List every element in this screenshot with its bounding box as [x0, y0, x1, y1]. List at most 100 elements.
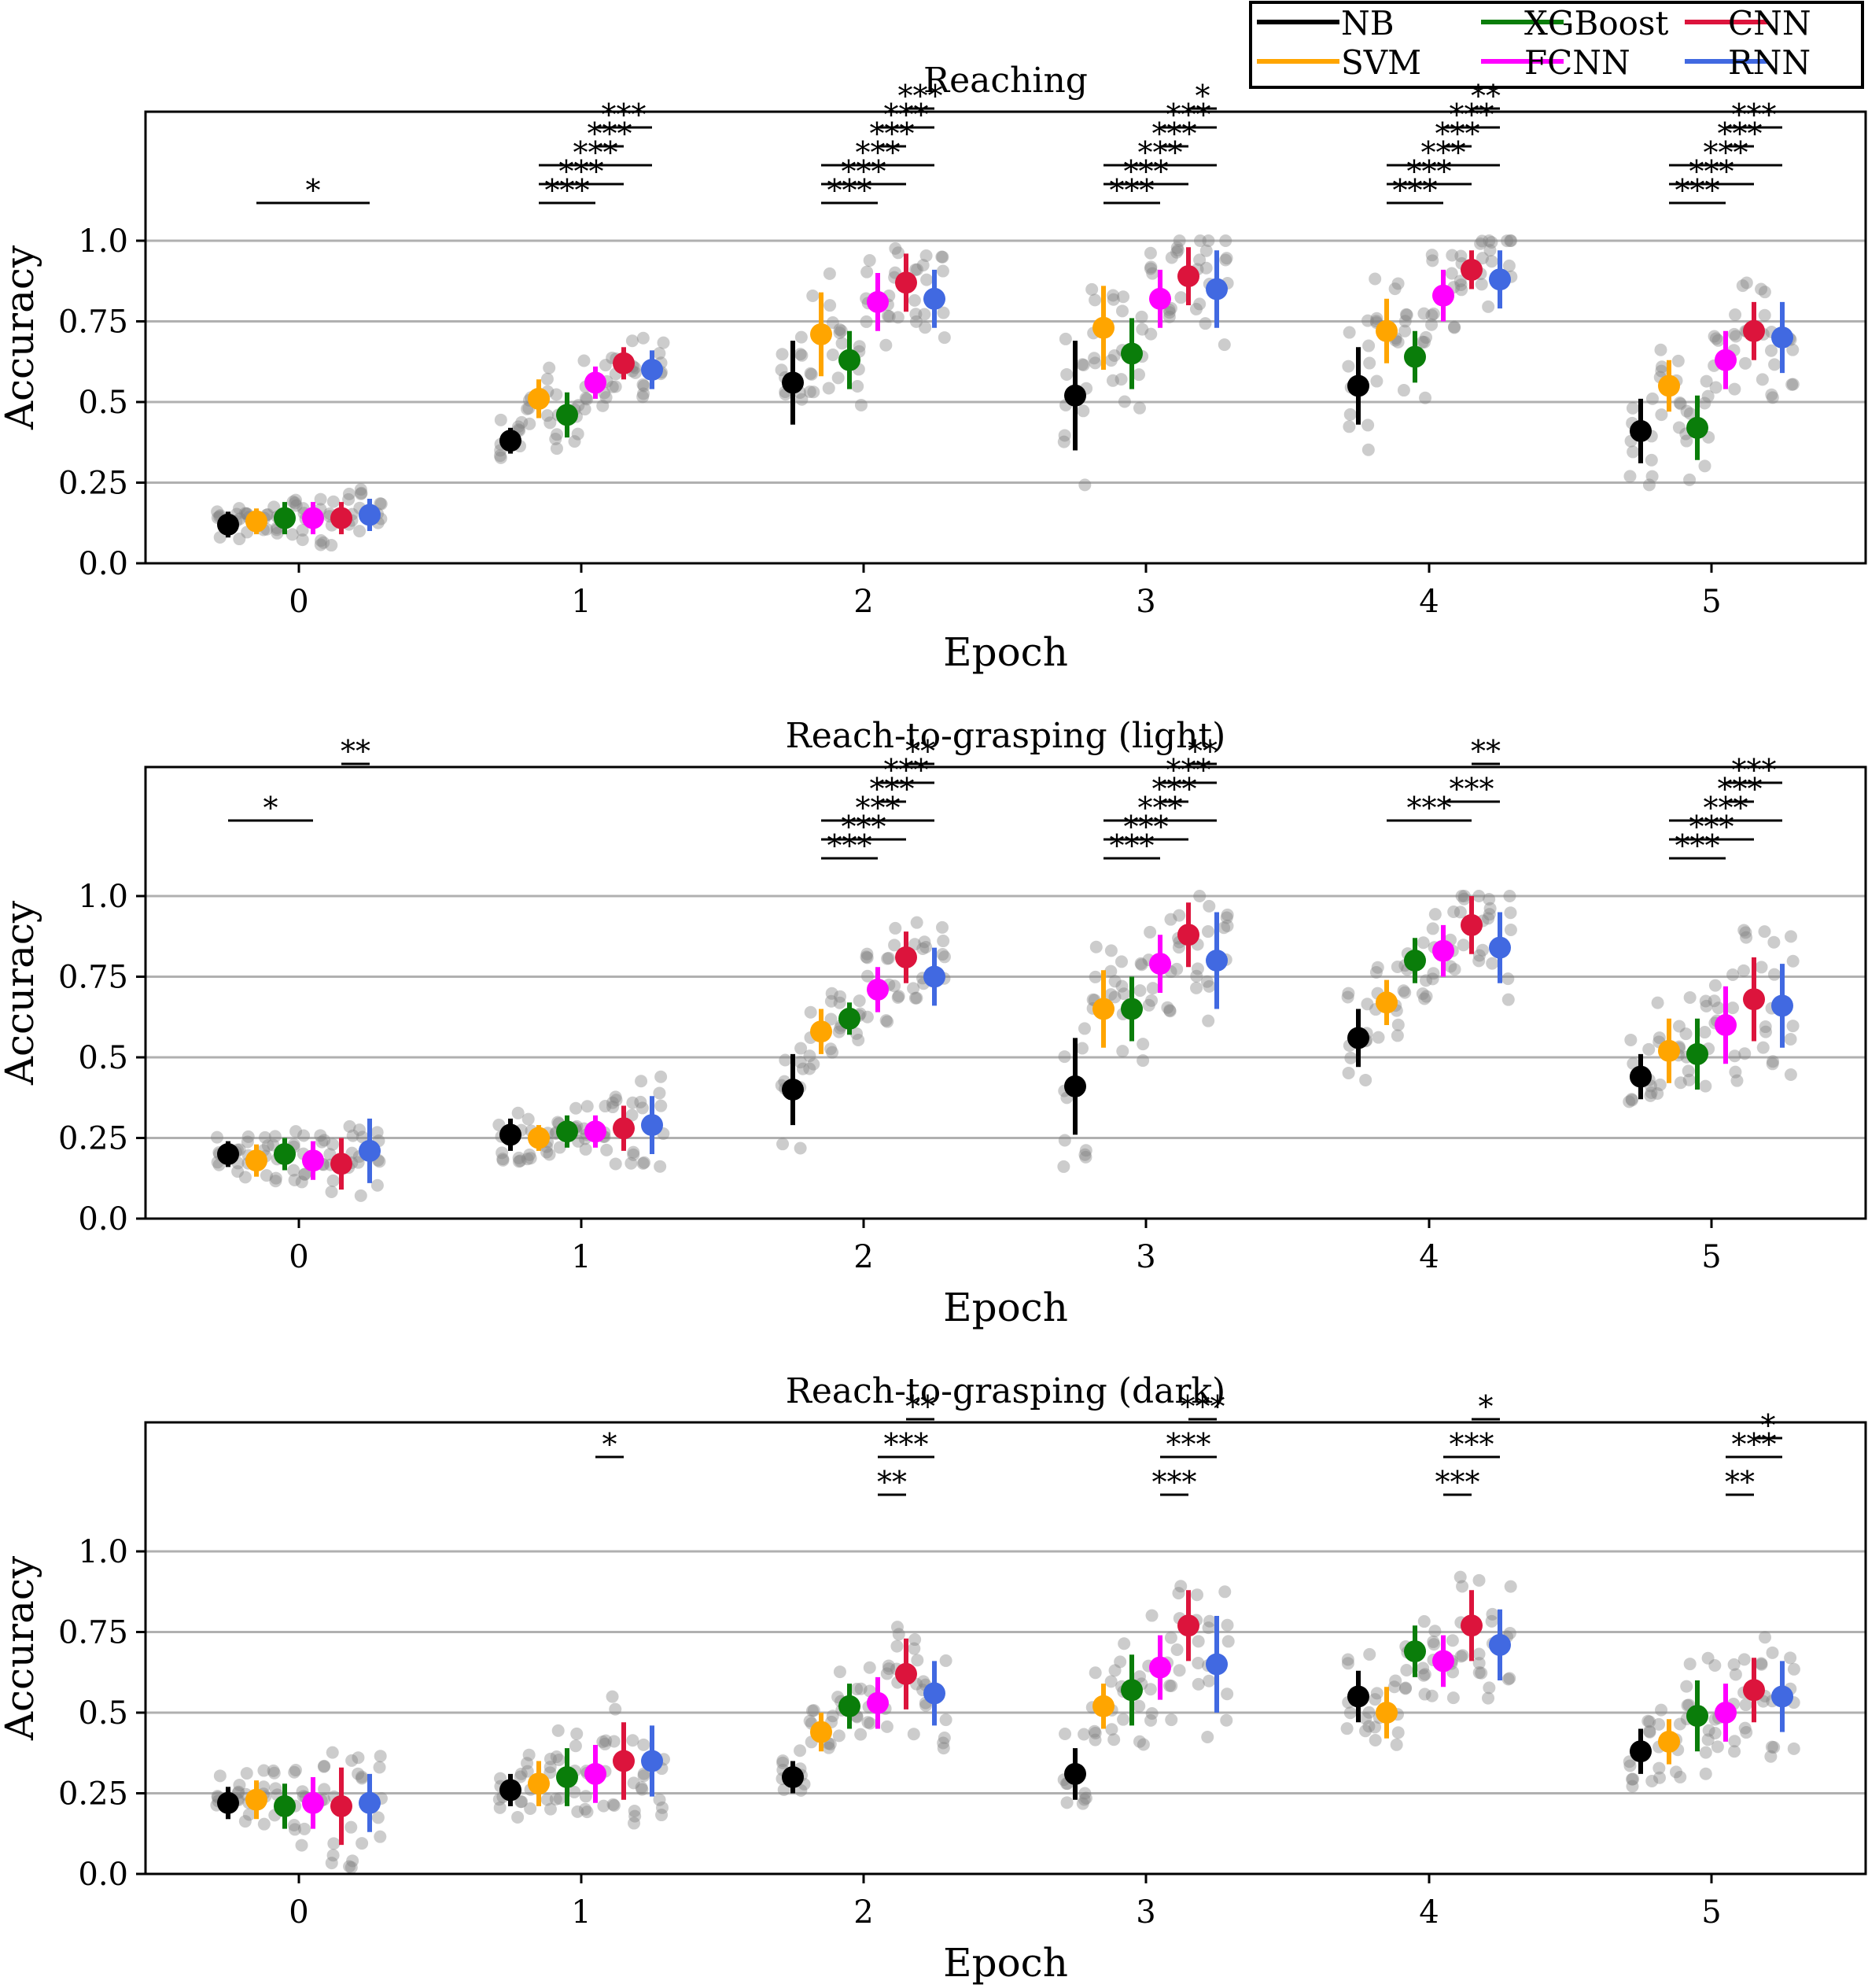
subject-point: [1674, 397, 1687, 411]
subject-point: [494, 1772, 507, 1785]
y-tick-label: 0.25: [58, 466, 128, 502]
subject-point: [1105, 1723, 1118, 1736]
significance-label: ***: [1732, 753, 1777, 787]
mean-point-xgboost: [838, 1007, 860, 1030]
mean-point-fcnn: [1715, 349, 1737, 371]
subject-point: [1398, 1682, 1412, 1695]
subject-point: [1104, 354, 1118, 367]
x-tick-label: 2: [853, 1894, 873, 1931]
subject-point: [1786, 1020, 1800, 1033]
subject-point: [625, 1156, 638, 1170]
subject-point: [861, 1716, 875, 1729]
subject-point: [1755, 961, 1768, 974]
mean-point-fcnn: [867, 290, 889, 313]
subject-point: [1359, 1073, 1372, 1086]
subject-point: [1058, 429, 1071, 442]
subject-point: [653, 1793, 666, 1806]
subject-point: [238, 1815, 252, 1828]
subject-point: [1076, 358, 1089, 371]
subject-point: [653, 347, 666, 360]
subject-point: [850, 1683, 864, 1696]
subject-point: [824, 1012, 838, 1026]
subject-point: [1391, 1029, 1404, 1042]
subject-point: [888, 979, 901, 993]
subject-point: [1417, 307, 1431, 320]
subject-point: [1371, 961, 1384, 974]
subject-point: [374, 1830, 387, 1843]
subject-point: [1428, 1625, 1442, 1638]
subject-point: [1645, 453, 1658, 467]
subject-point: [288, 1173, 301, 1186]
subject-point: [314, 1129, 327, 1142]
subject-point: [909, 308, 923, 321]
x-tick-label: 5: [1701, 584, 1721, 620]
y-tick-label: 0.5: [78, 1695, 128, 1732]
subject-point: [521, 1112, 535, 1126]
subject-point: [600, 1143, 613, 1156]
legend-label-nb: NB: [1341, 4, 1395, 42]
subject-point: [879, 338, 893, 352]
subject-point: [1454, 1650, 1468, 1663]
subject-point: [1419, 330, 1432, 344]
subject-point: [1504, 1580, 1517, 1593]
subject-point: [880, 1720, 893, 1733]
subject-point: [1623, 470, 1637, 483]
subject-point: [515, 415, 529, 429]
mean-point-rnn: [923, 287, 945, 310]
subject-point: [1363, 356, 1376, 370]
subject-point: [511, 1106, 525, 1119]
mean-point-nb: [217, 513, 239, 536]
y-tick-label: 0.25: [58, 1776, 128, 1813]
subject-point: [325, 1857, 338, 1870]
subject-point: [344, 1820, 358, 1834]
subject-point: [937, 1736, 950, 1750]
subject-point: [628, 1804, 641, 1817]
plot-frame: [144, 110, 1867, 565]
subject-point: [1343, 1706, 1357, 1720]
subject-point: [831, 371, 845, 385]
subject-point: [860, 951, 874, 964]
subject-point: [777, 1783, 790, 1796]
subject-point: [1359, 1712, 1372, 1725]
subject-point: [327, 1837, 341, 1850]
subject-point: [1482, 912, 1495, 925]
subject-point: [805, 1704, 819, 1717]
subject-point: [286, 495, 300, 508]
subject-point: [881, 952, 894, 965]
subject-point: [1680, 1680, 1693, 1693]
subject-point: [804, 367, 817, 380]
mean-point-nb: [217, 1143, 239, 1165]
subject-point: [1106, 374, 1119, 387]
subject-point: [258, 1130, 271, 1144]
subject-point: [776, 1138, 790, 1151]
subject-point: [635, 1781, 648, 1794]
subject-point: [521, 1757, 534, 1770]
mean-point-xgboost: [1404, 950, 1426, 972]
mean-point-rnn: [1489, 1633, 1511, 1656]
subject-point: [1766, 391, 1779, 404]
subject-point: [907, 1728, 920, 1741]
subject-point: [804, 1005, 817, 1019]
subject-point: [1680, 404, 1693, 418]
subject-point: [1340, 1722, 1354, 1735]
subject-point: [917, 1675, 930, 1688]
subject-point: [1057, 1160, 1070, 1173]
subject-point: [1144, 1683, 1157, 1696]
mean-point-nb: [1630, 1065, 1652, 1088]
subject-point: [298, 1167, 311, 1181]
significance-label: ***: [1124, 810, 1169, 844]
significance-label: ***: [1152, 772, 1197, 806]
significance-label: ***: [1718, 772, 1763, 806]
subject-point: [356, 1837, 369, 1850]
subject-point: [1454, 905, 1467, 919]
mean-point-fcnn: [1715, 1702, 1737, 1724]
subject-point: [1623, 1759, 1637, 1772]
subject-point: [1341, 990, 1354, 1004]
subject-point: [1089, 356, 1102, 370]
mean-point-rnn: [641, 1750, 663, 1772]
subject-point: [606, 1798, 620, 1811]
subject-point: [1108, 990, 1122, 1004]
subject-point: [1625, 1094, 1638, 1107]
subject-point: [315, 534, 328, 548]
subject-point: [521, 1153, 534, 1166]
